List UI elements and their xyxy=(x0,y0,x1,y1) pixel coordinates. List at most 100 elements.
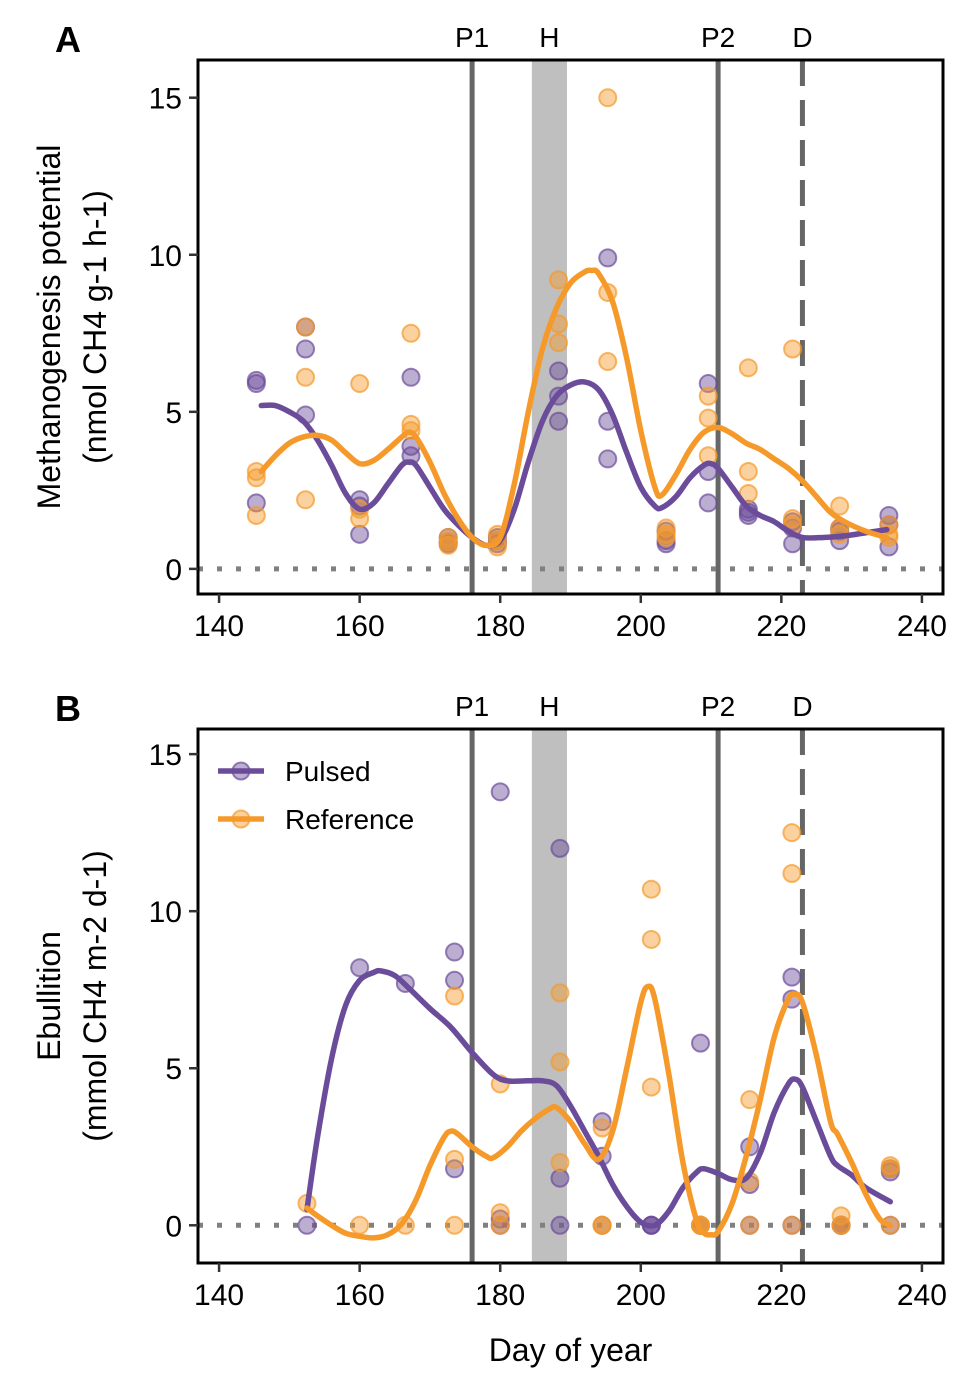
data-point xyxy=(296,490,316,510)
series-pulsed-smooth-line xyxy=(258,379,890,549)
x-tick-label: 240 xyxy=(897,610,947,643)
data-point xyxy=(656,527,676,547)
x-tick-label: 220 xyxy=(756,1279,806,1312)
event-label-p2: P2 xyxy=(701,691,735,722)
data-point xyxy=(641,1077,661,1097)
plot-frame xyxy=(196,58,945,596)
event-label-p1: P1 xyxy=(455,691,489,722)
y-tick-label: 10 xyxy=(149,896,182,929)
data-point xyxy=(550,1168,570,1188)
event-label-d: D xyxy=(792,22,812,53)
legend-marker-pulsed xyxy=(231,761,251,781)
data-point xyxy=(782,863,802,883)
data-point xyxy=(550,1052,570,1072)
y-tick-label: 0 xyxy=(165,554,182,587)
data-point xyxy=(350,509,370,529)
plot-area xyxy=(198,60,943,594)
data-point xyxy=(490,1215,510,1235)
series-reference-smooth-line xyxy=(258,267,890,549)
data-point xyxy=(880,1159,900,1179)
data-point xyxy=(782,823,802,843)
plot-frame xyxy=(196,727,945,1265)
x-tick-label: 140 xyxy=(194,610,244,643)
data-point xyxy=(782,1215,802,1235)
data-point xyxy=(246,374,266,394)
data-point xyxy=(350,374,370,394)
event-band-h xyxy=(531,729,567,1263)
y-axis-title-units: (nmol CH4 g-1 h-1) xyxy=(77,190,113,464)
series-pulsed-smooth-line xyxy=(304,967,894,1229)
x-tick-label: 180 xyxy=(475,610,525,643)
data-point xyxy=(350,958,370,978)
series-reference-points xyxy=(297,823,900,1235)
data-point xyxy=(297,1215,317,1235)
data-point xyxy=(738,358,758,378)
y-axis-title: Methanogenesis potential xyxy=(31,145,67,510)
data-point xyxy=(598,248,618,268)
data-point xyxy=(550,1215,570,1235)
data-point xyxy=(740,1090,760,1110)
x-tick-label: 220 xyxy=(756,610,806,643)
y-tick-label: 5 xyxy=(165,397,182,430)
data-point xyxy=(550,838,570,858)
data-point xyxy=(783,339,803,359)
x-tick-label: 140 xyxy=(194,1279,244,1312)
y-tick-label: 10 xyxy=(149,240,182,273)
data-point xyxy=(445,942,465,962)
data-point xyxy=(296,367,316,387)
series-pulsed-points xyxy=(297,782,900,1235)
data-point xyxy=(350,524,370,544)
data-point xyxy=(698,493,718,513)
data-point xyxy=(641,879,661,899)
data-point xyxy=(296,317,316,337)
data-point xyxy=(592,1118,612,1138)
legend-label-pulsed: Pulsed xyxy=(285,756,371,787)
data-point xyxy=(445,970,465,990)
data-point xyxy=(598,449,618,469)
data-point xyxy=(490,782,510,802)
series-reference-smooth-line xyxy=(304,983,894,1241)
data-point xyxy=(445,1149,465,1169)
data-point xyxy=(401,323,421,343)
x-tick-label: 200 xyxy=(616,1279,666,1312)
data-point xyxy=(445,986,465,1006)
data-point xyxy=(598,88,618,108)
legend-label-reference: Reference xyxy=(285,804,414,835)
data-point xyxy=(438,535,458,555)
event-label-p2: P2 xyxy=(701,22,735,53)
x-tick-label: 200 xyxy=(616,610,666,643)
data-point xyxy=(738,461,758,481)
data-point xyxy=(549,411,569,431)
data-point xyxy=(296,339,316,359)
data-point xyxy=(549,333,569,353)
event-label-d: D xyxy=(792,691,812,722)
data-point xyxy=(550,983,570,1003)
y-axis-title: Ebullition xyxy=(31,931,67,1061)
data-point xyxy=(830,496,850,516)
event-label-p1: P1 xyxy=(455,22,489,53)
data-point xyxy=(782,967,802,987)
data-point xyxy=(691,1033,711,1053)
x-tick-label: 160 xyxy=(335,610,385,643)
y-tick-label: 15 xyxy=(149,83,182,116)
panel-letter: B xyxy=(55,688,81,729)
x-tick-label: 160 xyxy=(335,1279,385,1312)
data-point xyxy=(598,352,618,372)
data-point xyxy=(549,270,569,290)
data-point xyxy=(490,1209,510,1229)
data-point xyxy=(831,1215,851,1235)
series-pulsed-points xyxy=(246,248,899,557)
panel-letter: A xyxy=(55,19,81,60)
data-point xyxy=(401,367,421,387)
x-tick-label: 180 xyxy=(475,1279,525,1312)
x-axis-title: Day of year xyxy=(489,1332,653,1368)
y-tick-label: 5 xyxy=(165,1053,182,1086)
data-point xyxy=(592,1112,612,1132)
event-label-h: H xyxy=(539,691,559,722)
data-point xyxy=(550,1152,570,1172)
event-label-h: H xyxy=(539,22,559,53)
data-point xyxy=(549,361,569,381)
panel-a: 140 160 180 200 220 240 0 5 10 15 P1 H P2 D A Methanoge… xyxy=(31,19,947,643)
plot-area xyxy=(198,729,943,1263)
data-point xyxy=(246,505,266,525)
